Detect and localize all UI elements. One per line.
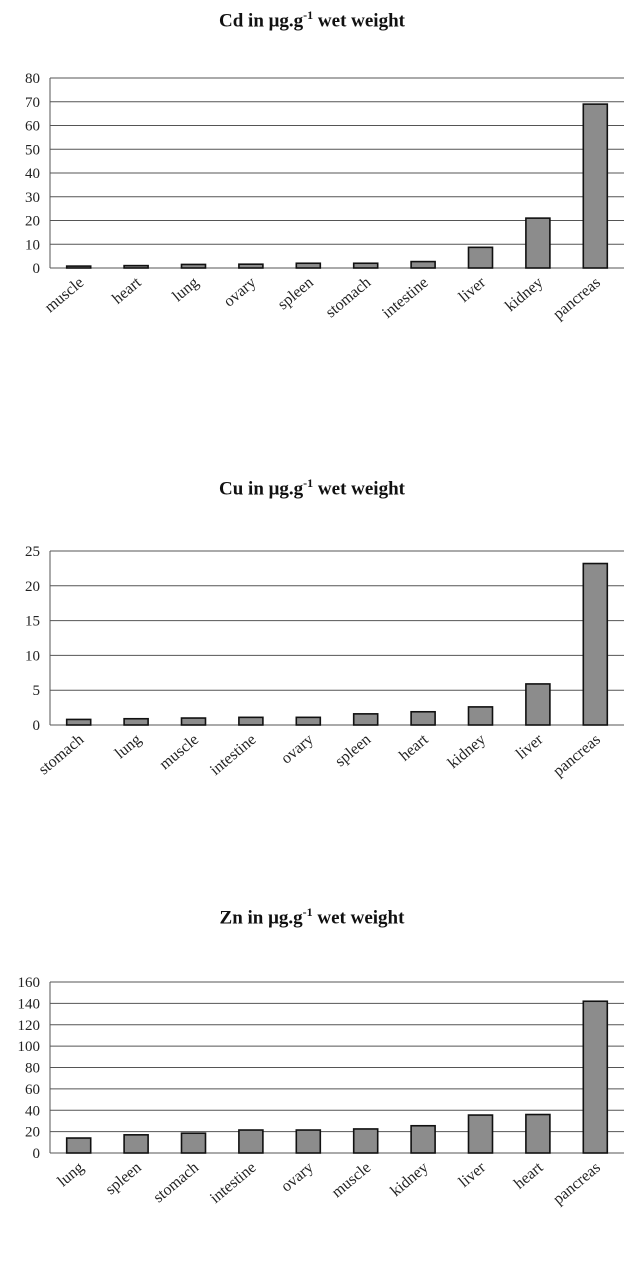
x-tick-label-pancreas: pancreas xyxy=(550,274,604,323)
y-tick-label: 0 xyxy=(33,1146,41,1162)
x-tick-label-heart: heart xyxy=(109,274,145,308)
y-tick-label: 80 xyxy=(25,1061,40,1077)
x-tick-label-lung: lung xyxy=(169,274,202,305)
y-tick-label: 40 xyxy=(25,1103,40,1119)
x-tick-label-liver: liver xyxy=(513,731,547,763)
x-tick-label-heart: heart xyxy=(396,731,432,765)
bar-kidney xyxy=(467,706,494,726)
bar-stomach xyxy=(352,262,379,269)
y-tick-label: 0 xyxy=(33,718,41,734)
x-tick-label-liver: liver xyxy=(456,1159,490,1191)
y-tick-label: 20 xyxy=(25,1125,40,1141)
chart-title-cd: Cd in μg.g-1 wet weight xyxy=(0,8,624,32)
x-tick-label-heart: heart xyxy=(511,1159,547,1193)
bar-stomach xyxy=(180,1132,207,1154)
y-tick-label: 60 xyxy=(25,1082,40,1098)
bar-spleen xyxy=(123,1134,149,1154)
x-tick-label-kidney: kidney xyxy=(387,1159,431,1200)
x-tick-label-intestine: intestine xyxy=(207,1159,259,1207)
x-tick-label-pancreas: pancreas xyxy=(550,731,604,780)
bar-muscle xyxy=(352,1128,379,1154)
chart-cu: 0 5 10 15 20 25 stomach lung muscle intestine ovar… xyxy=(25,544,624,780)
y-tick-label: 20 xyxy=(25,214,40,230)
chart-zn: 0 20 40 60 80 100 120 140 160 lung spleen stomach in… xyxy=(18,975,624,1208)
bar-muscle xyxy=(65,265,92,269)
title-tail: wet weight xyxy=(313,10,405,32)
bar-liver xyxy=(467,1114,494,1154)
bar-ovary xyxy=(295,1129,322,1154)
bar-intestine xyxy=(238,1129,264,1154)
bar-intestine xyxy=(238,716,264,726)
x-tick-label-spleen: spleen xyxy=(275,274,317,313)
x-tick-label-muscle: muscle xyxy=(329,1159,375,1201)
chart-cd: 0 10 20 30 40 50 60 70 80 muscle heart lung ovary spl… xyxy=(25,71,624,323)
x-tick-label-stomach: stomach xyxy=(150,1159,202,1206)
bar-kidney xyxy=(410,1124,436,1154)
chart-title-cu: Cu in μg.g-1 wet weight xyxy=(0,476,624,500)
bar-muscle xyxy=(180,717,207,726)
y-tick-label: 0 xyxy=(33,261,41,277)
x-tick-label-muscle: muscle xyxy=(42,274,88,316)
y-tick-label: 120 xyxy=(18,1018,41,1034)
y-tick-label: 10 xyxy=(25,648,40,664)
x-tick-label-lung: lung xyxy=(55,1159,88,1190)
bar-heart xyxy=(410,710,436,726)
x-tick-label-ovary: ovary xyxy=(278,1159,317,1195)
x-tick-label-lung: lung xyxy=(112,731,145,762)
x-tick-label-intestine: intestine xyxy=(207,731,259,779)
y-tick-label: 5 xyxy=(33,683,41,699)
title-text: Cu in μg.g xyxy=(219,478,304,500)
bar-pancreas xyxy=(582,1000,609,1154)
x-tick-label-stomach: stomach xyxy=(35,731,87,778)
y-tick-label: 40 xyxy=(25,166,40,182)
y-tick-label: 10 xyxy=(25,237,40,253)
bar-spleen xyxy=(352,713,379,726)
x-tick-label-intestine: intestine xyxy=(379,274,431,322)
bar-intestine xyxy=(410,260,436,269)
bar-kidney xyxy=(525,217,551,269)
bar-heart xyxy=(123,264,149,269)
y-tick-label: 100 xyxy=(18,1039,41,1055)
bar-stomach xyxy=(65,718,92,726)
bar-liver xyxy=(525,683,551,726)
x-tick-label-kidney: kidney xyxy=(502,274,546,315)
x-tick-label-stomach: stomach xyxy=(322,274,374,321)
bar-lung xyxy=(65,1137,92,1154)
x-tick-label-liver: liver xyxy=(456,274,490,306)
bar-pancreas xyxy=(582,562,609,726)
y-tick-label: 25 xyxy=(25,544,40,560)
title-superscript: -1 xyxy=(303,8,314,22)
x-tick-label-ovary: ovary xyxy=(221,274,260,310)
x-tick-label-spleen: spleen xyxy=(102,1159,144,1198)
x-tick-label-spleen: spleen xyxy=(332,731,374,770)
bar-ovary xyxy=(238,263,264,269)
bar-lung xyxy=(180,263,207,269)
title-tail: wet weight xyxy=(312,907,405,929)
y-tick-label: 50 xyxy=(25,142,40,158)
x-tick-label-kidney: kidney xyxy=(445,731,489,772)
y-tick-label: 80 xyxy=(25,71,40,87)
y-tick-label: 160 xyxy=(18,975,41,991)
title-text: Zn in μg.g xyxy=(219,907,303,929)
x-tick-label-pancreas: pancreas xyxy=(550,1159,604,1208)
x-tick-label-muscle: muscle xyxy=(156,731,202,773)
title-superscript: -1 xyxy=(303,476,314,490)
bar-ovary xyxy=(295,716,322,726)
bar-spleen xyxy=(295,262,322,269)
y-tick-label: 140 xyxy=(18,996,41,1012)
y-tick-label: 30 xyxy=(25,190,40,206)
bar-heart xyxy=(525,1113,551,1154)
bar-liver xyxy=(467,246,494,269)
bar-pancreas xyxy=(582,103,609,269)
bar-lung xyxy=(123,717,149,726)
title-text: Cd in μg.g xyxy=(219,10,304,32)
title-superscript: -1 xyxy=(302,905,313,919)
chart-title-zn: Zn in μg.g-1 wet weight xyxy=(0,905,624,929)
y-tick-label: 15 xyxy=(25,614,40,630)
y-tick-label: 60 xyxy=(25,119,40,135)
y-tick-label: 20 xyxy=(25,579,40,595)
y-tick-label: 70 xyxy=(25,95,40,111)
x-tick-label-ovary: ovary xyxy=(278,731,317,767)
title-tail: wet weight xyxy=(313,478,405,500)
